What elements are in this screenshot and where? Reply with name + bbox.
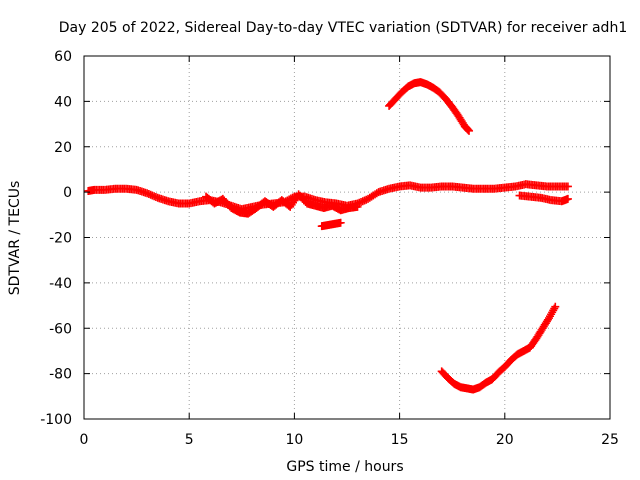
data-point <box>551 302 560 311</box>
y-tick-label: -40 <box>49 276 72 292</box>
axis-ticks: 0 5 10 15 20 25 -100 -80 -60 -40 -20 0 20 40 60 <box>40 49 619 448</box>
y-tick-label: -20 <box>49 231 72 247</box>
y-tick-label: 60 <box>54 49 72 65</box>
series-short-dip <box>317 218 345 231</box>
x-tick-label: 0 <box>80 432 89 448</box>
x-tick-label: 20 <box>496 432 514 448</box>
series-main-band-lower <box>202 190 362 218</box>
chart-title: Day 205 of 2022, Sidereal Day-to-day VTE… <box>59 20 627 36</box>
x-tick-label: 15 <box>391 432 409 448</box>
y-axis-label: SDTVAR / TECUs <box>7 181 23 296</box>
series-right-branch <box>515 191 572 206</box>
data-point <box>465 126 474 135</box>
data-point <box>336 218 345 227</box>
x-tick-label: 25 <box>601 432 619 448</box>
data-point <box>563 182 572 191</box>
series-low-arc <box>437 302 560 394</box>
y-tick-label: 20 <box>54 140 72 156</box>
y-tick-label: -60 <box>49 321 72 337</box>
x-axis-label: GPS time / hours <box>286 459 403 475</box>
data-point <box>372 189 381 198</box>
data-points <box>84 78 572 394</box>
y-tick-label: -80 <box>49 367 72 383</box>
y-tick-label: -100 <box>40 412 72 428</box>
series-high-arc <box>385 78 474 135</box>
x-tick-label: 10 <box>285 432 303 448</box>
data-point <box>563 194 572 203</box>
y-tick-label: 40 <box>54 94 72 110</box>
y-tick-label: 0 <box>63 185 72 201</box>
data-point <box>353 202 362 211</box>
x-tick-label: 5 <box>185 432 194 448</box>
grid-lines <box>84 56 610 419</box>
